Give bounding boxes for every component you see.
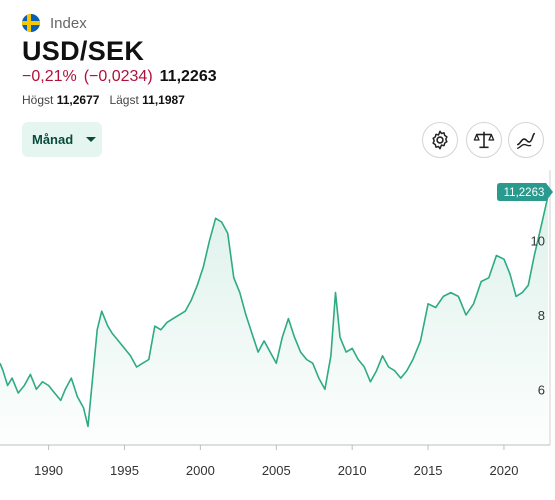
instrument-type-row: Index <box>22 14 87 32</box>
x-tick-label: 2020 <box>490 463 519 478</box>
y-tick-label: 8 <box>538 308 545 323</box>
high-label: Högst <box>22 93 54 107</box>
period-dropdown[interactable]: Månad <box>22 122 102 157</box>
page-title: USD/SEK <box>22 36 145 66</box>
settings-button[interactable] <box>422 122 458 158</box>
last-value-badge <box>497 183 553 202</box>
y-tick-label: 6 <box>538 382 545 397</box>
price-change-row: −0,21% (−0,0234) 11,2263 <box>22 68 217 86</box>
period-label: Månad <box>32 132 74 147</box>
change-absolute: (−0,0234) <box>83 68 153 85</box>
high-value: 11,2677 <box>56 93 100 107</box>
x-tick-label: 1995 <box>110 463 139 478</box>
day-range-row: Högst 11,2677 Lägst 11,1987 <box>22 93 185 107</box>
compare-button[interactable] <box>466 122 502 158</box>
last-price: 11,2263 <box>159 68 217 85</box>
x-tick-label: 2000 <box>186 463 215 478</box>
chart-type-button[interactable] <box>508 122 544 158</box>
x-tick-label: 2015 <box>414 463 443 478</box>
x-tick-label: 2010 <box>338 463 367 478</box>
low-label: Lägst <box>109 93 139 107</box>
y-tick-label: 10 <box>531 234 545 249</box>
last-value-label: 11,2263 <box>504 187 545 199</box>
compare-scale-icon <box>473 131 495 149</box>
x-tick-label: 1990 <box>34 463 63 478</box>
series-area <box>0 196 548 445</box>
chevron-down-icon <box>86 137 97 142</box>
settings-icon <box>432 130 448 150</box>
chart-type-icon <box>516 132 536 149</box>
sweden-flag-icon <box>22 14 40 32</box>
low-value: 11,1987 <box>142 93 185 107</box>
instrument-kind: Index <box>50 14 87 32</box>
change-percent: −0,21% <box>22 68 77 85</box>
x-tick-label: 2005 <box>262 463 291 478</box>
series-line <box>0 195 549 428</box>
